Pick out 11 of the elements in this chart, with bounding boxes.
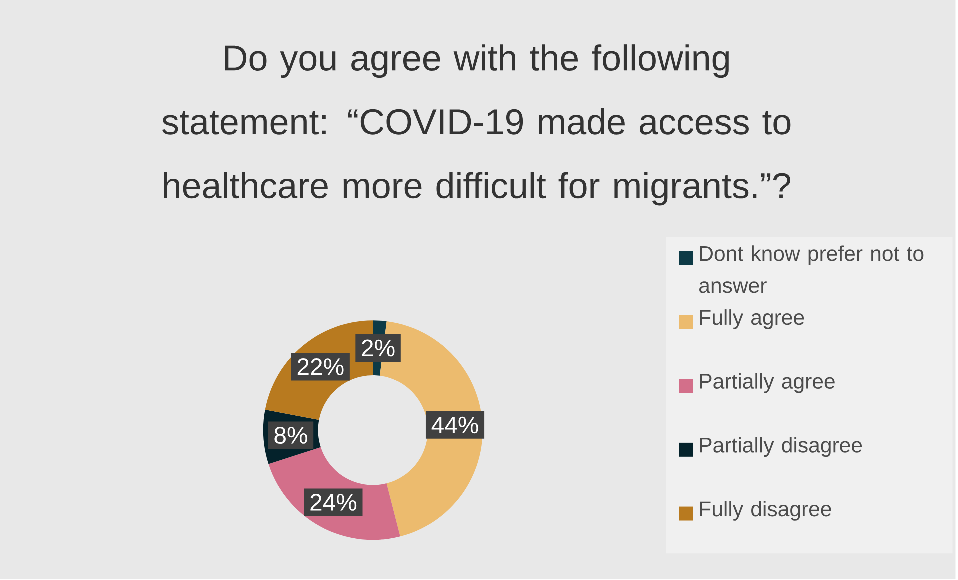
data-label: 8%: [274, 427, 308, 444]
data-label: 2%: [362, 340, 395, 357]
legend-label: Partially agree: [700, 374, 835, 394]
data-label: 24%: [310, 494, 357, 512]
legend-label: Fully disagree: [700, 501, 832, 522]
legend-label: Partially disagree: [700, 437, 862, 458]
chart-title: Do you agree with the following statement: “COVID-19 made access to healthcare more difficult for migrants.”?: [162, 44, 791, 206]
legend-label: Dont know prefer not to answer: [700, 246, 924, 294]
data-label: 44%: [432, 417, 478, 434]
data-label: 22%: [298, 358, 344, 376]
legend-label: Fully agree: [700, 310, 804, 330]
